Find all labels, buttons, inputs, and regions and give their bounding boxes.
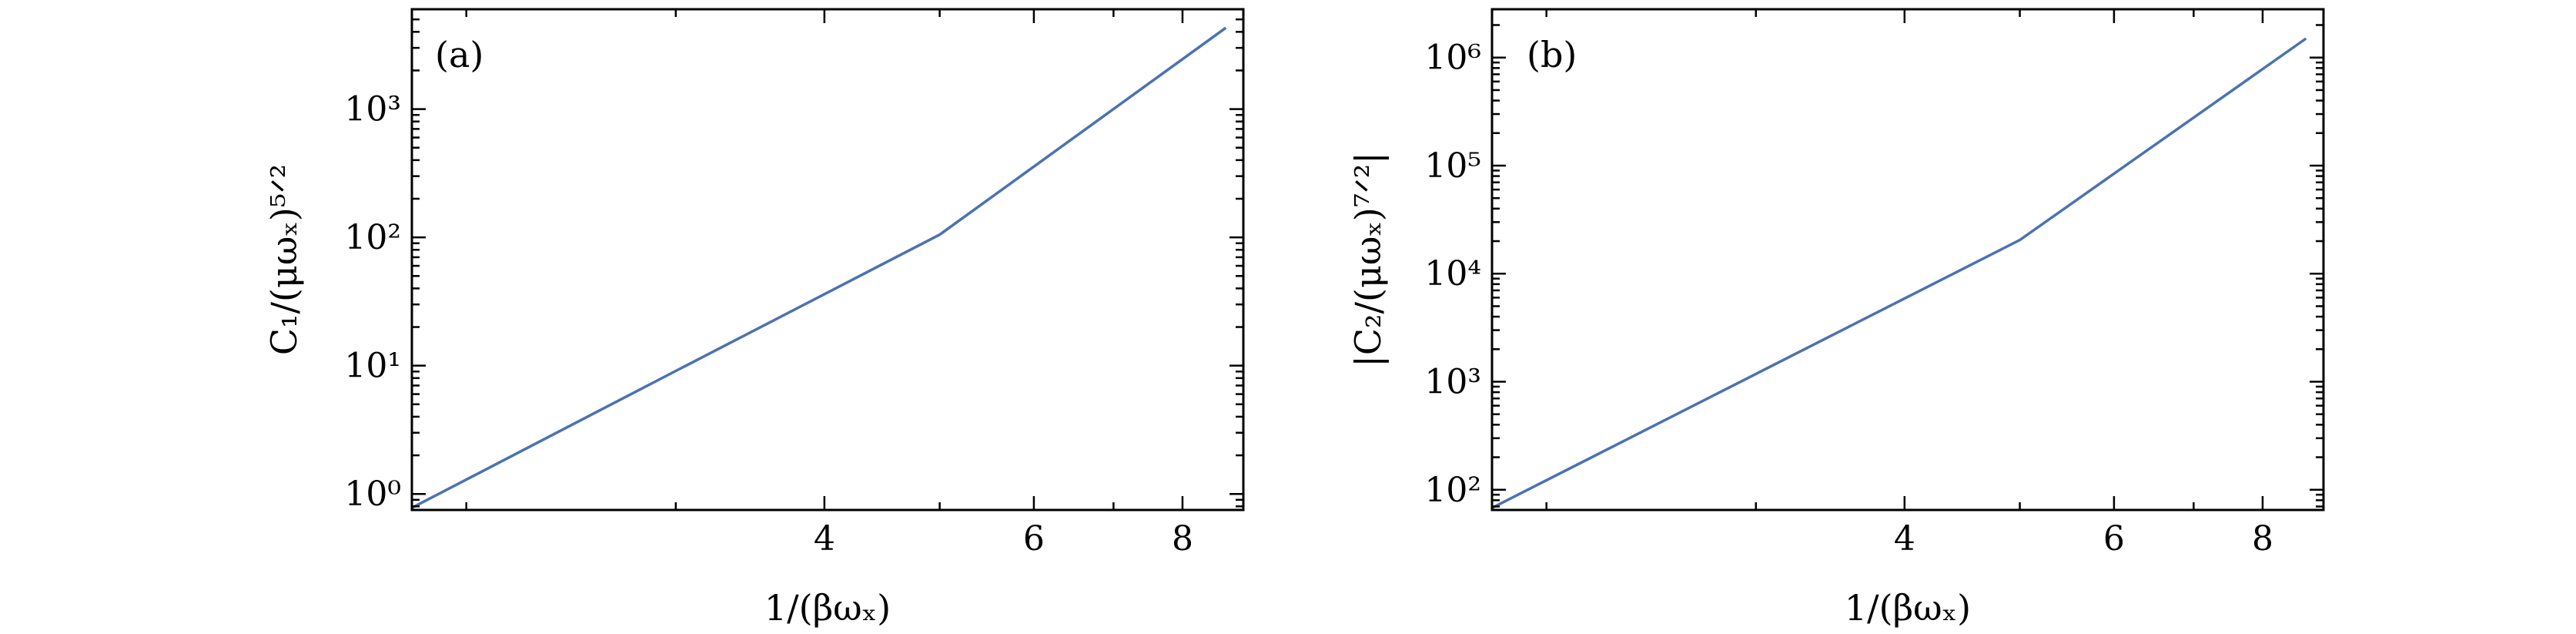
y-tick-label: 10³ <box>1424 362 1481 401</box>
panel-label: (b) <box>1527 34 1577 75</box>
y-tick-label: 10⁰ <box>344 475 401 514</box>
y-tick-label: 10¹ <box>344 347 401 386</box>
y-tick-label: 10² <box>1424 471 1481 510</box>
series-line <box>1491 37 2307 509</box>
plot-frame <box>410 8 1245 512</box>
y-tick-label: 10⁶ <box>1424 39 1481 78</box>
y-tick-label: 10⁵ <box>1424 146 1481 186</box>
y-axis-label: C₁/(μωₓ)⁵ᐟ² <box>263 164 305 355</box>
y-tick-label: 10² <box>344 218 401 257</box>
x-axis-label: 1/(βωₓ) <box>764 587 891 629</box>
panel-label: (a) <box>435 34 483 75</box>
y-axis-label: |C₂/(μωₓ)⁷ᐟ²| <box>1347 152 1389 367</box>
x-tick-label: 6 <box>2103 519 2125 559</box>
x-axis-label: 1/(βωₓ) <box>1845 587 1971 629</box>
x-tick-label: 4 <box>1894 519 1915 559</box>
panel-b: 4 6 8 10² 10³ 10⁴ 10⁵ 10⁶ 1/(βωₓ) |C₂/(μωₓ)⁷ᐟ²| (b… <box>1347 8 2325 629</box>
x-tick-label: 8 <box>1172 519 1193 559</box>
plot-frame <box>1490 8 2325 512</box>
y-tick-label: 10⁴ <box>1424 254 1481 294</box>
series-line <box>411 26 1227 509</box>
x-tick-label: 8 <box>2252 519 2273 559</box>
x-tick-label: 4 <box>814 519 835 559</box>
x-tick-label: 6 <box>1023 519 1045 559</box>
panel-a: 4 6 8 10⁰ 10¹ 10² 10³ 1/(βωₓ) C₁/(μωₓ)⁵ᐟ² (a) <box>263 8 1245 629</box>
y-tick-label: 10³ <box>344 90 401 129</box>
